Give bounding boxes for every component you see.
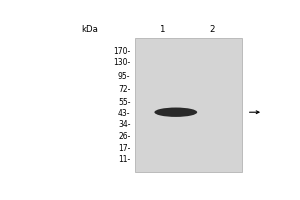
Text: 130-: 130- bbox=[113, 58, 130, 67]
Ellipse shape bbox=[154, 108, 197, 117]
Text: 26-: 26- bbox=[118, 132, 130, 141]
Text: 34-: 34- bbox=[118, 120, 130, 129]
Text: 17-: 17- bbox=[118, 144, 130, 153]
Text: 11-: 11- bbox=[118, 155, 130, 164]
Text: 95-: 95- bbox=[118, 72, 130, 81]
Text: 170-: 170- bbox=[113, 47, 130, 56]
Text: 72-: 72- bbox=[118, 85, 130, 94]
Text: 55-: 55- bbox=[118, 98, 130, 107]
Text: 2: 2 bbox=[209, 25, 215, 34]
Text: 43-: 43- bbox=[118, 109, 130, 118]
Text: 1: 1 bbox=[159, 25, 165, 34]
FancyBboxPatch shape bbox=[135, 38, 242, 172]
Text: kDa: kDa bbox=[81, 25, 98, 34]
